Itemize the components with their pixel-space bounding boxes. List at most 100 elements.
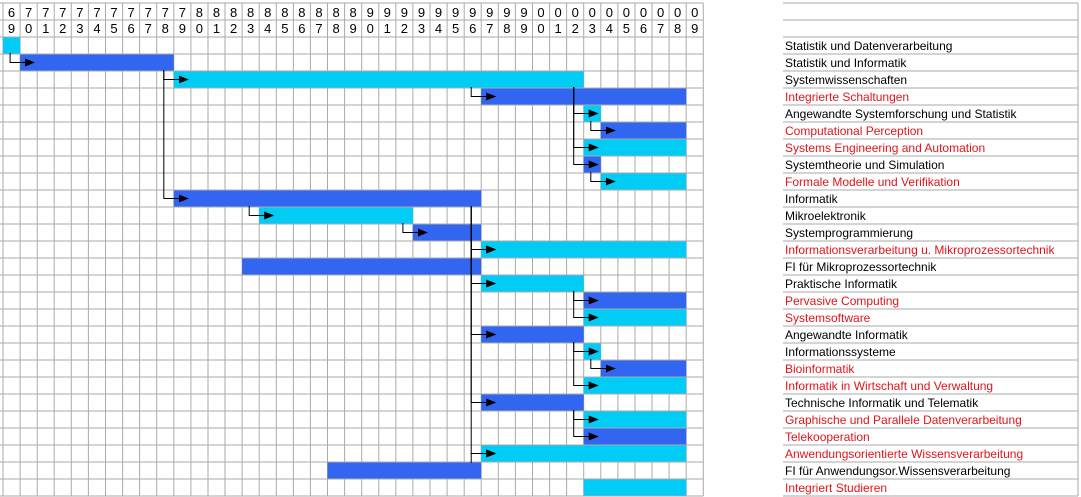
connector-arrow <box>9 53 36 67</box>
connector-arrow <box>573 87 599 169</box>
year-tens-digit: 0 <box>623 5 630 20</box>
timeline-bar <box>481 326 584 343</box>
year-tens-digit: 8 <box>281 5 288 20</box>
year-ones-digit: 1 <box>213 21 220 36</box>
year-ones-digit: 2 <box>59 21 66 36</box>
timeline-bar <box>481 241 687 258</box>
row-label: FI für Mikroprozessortechnik <box>785 260 937 274</box>
year-ones-digit: 8 <box>162 21 169 36</box>
timeline-bar <box>481 445 687 462</box>
row-label: Systemwissenschaften <box>785 73 907 87</box>
year-tens-digit: 9 <box>486 5 493 20</box>
year-tens-digit: 0 <box>537 5 544 20</box>
year-ones-digit: 0 <box>367 21 374 36</box>
year-ones-digit: 8 <box>503 21 510 36</box>
timeline-bar <box>173 190 482 207</box>
row-label: FI für Anwendungsor.Wissensverarbeitung <box>785 464 1010 478</box>
year-ones-digit: 0 <box>537 21 544 36</box>
row-label: Statistik und Datenverarbeitung <box>785 39 952 53</box>
timeline-bar <box>583 479 687 496</box>
row-label: Statistik und Informatik <box>785 56 907 70</box>
timeline-bar <box>600 173 687 190</box>
connector-layer <box>9 53 616 463</box>
timeline-bar <box>583 292 687 309</box>
year-tens-digit: 6 <box>8 5 15 20</box>
timeline-bar <box>481 275 584 292</box>
row-label: Technische Informatik und Telematik <box>785 396 979 410</box>
row-label: Informatik <box>785 192 839 206</box>
year-tens-digit: 7 <box>179 5 186 20</box>
row-label: Informationssysteme <box>785 345 896 359</box>
year-ones-digit: 6 <box>469 21 476 36</box>
year-ones-digit: 9 <box>179 21 186 36</box>
timeline-bar <box>583 139 687 156</box>
row-label: Integriert Studieren <box>785 481 887 495</box>
year-header: 6970717273747576777879808182838485868788… <box>8 5 698 36</box>
year-tens-digit: 7 <box>76 5 83 20</box>
year-tens-digit: 9 <box>503 5 510 20</box>
row-label: Graphische und Parallele Datenverarbeitu… <box>785 413 1022 427</box>
timeline-bar <box>583 428 687 445</box>
year-ones-digit: 4 <box>606 21 613 36</box>
year-tens-digit: 7 <box>127 5 134 20</box>
year-ones-digit: 5 <box>110 21 117 36</box>
year-ones-digit: 9 <box>350 21 357 36</box>
connector-arrow <box>470 87 497 101</box>
timeline-bar <box>327 462 482 479</box>
year-ones-digit: 1 <box>384 21 391 36</box>
year-ones-digit: 7 <box>315 21 322 36</box>
row-label: Angewandte Informatik <box>785 328 909 342</box>
row-label: Angewandte Systemforschung und Statistik <box>785 107 1017 121</box>
timeline-bar <box>412 224 482 241</box>
year-tens-digit: 0 <box>554 5 561 20</box>
year-tens-digit: 0 <box>589 5 596 20</box>
year-ones-digit: 0 <box>196 21 203 36</box>
year-ones-digit: 3 <box>589 21 596 36</box>
year-ones-digit: 5 <box>452 21 459 36</box>
year-tens-digit: 9 <box>367 5 374 20</box>
timeline-bar <box>481 88 687 105</box>
year-tens-digit: 9 <box>452 5 459 20</box>
year-tens-digit: 0 <box>674 5 681 20</box>
connector-arrow <box>573 410 599 441</box>
row-label: Informatik in Wirtschaft und Verwaltung <box>785 379 993 393</box>
year-tens-digit: 9 <box>435 5 442 20</box>
row-label: Systemsoftware <box>785 311 871 325</box>
year-tens-digit: 7 <box>25 5 32 20</box>
year-tens-digit: 8 <box>315 5 322 20</box>
connector-arrow <box>163 70 189 203</box>
year-ones-digit: 5 <box>281 21 288 36</box>
connector-arrow <box>248 206 275 220</box>
year-ones-digit: 6 <box>298 21 305 36</box>
year-tens-digit: 0 <box>691 5 698 20</box>
year-ones-digit: 4 <box>264 21 271 36</box>
connector-arrow <box>402 223 428 237</box>
year-tens-digit: 0 <box>640 5 647 20</box>
year-tens-digit: 8 <box>298 5 305 20</box>
year-tens-digit: 7 <box>93 5 100 20</box>
row-label: Systems Engineering and Automation <box>785 141 985 155</box>
year-ones-digit: 0 <box>25 21 32 36</box>
connector-arrow <box>573 291 599 322</box>
row-label: Anwendungsorientierte Wissensverarbeitun… <box>785 447 1023 461</box>
year-tens-digit: 9 <box>469 5 476 20</box>
timeline-bar <box>583 411 687 428</box>
year-ones-digit: 3 <box>76 21 83 36</box>
year-ones-digit: 7 <box>657 21 664 36</box>
timeline-bar <box>20 54 174 71</box>
row-label: Pervasive Computing <box>785 294 899 308</box>
year-tens-digit: 8 <box>350 5 357 20</box>
row-label: Bioinformatik <box>785 362 855 376</box>
year-tens-digit: 8 <box>247 5 254 20</box>
row-label: Computational Perception <box>785 124 923 138</box>
row-label: Systemtheorie und Simulation <box>785 158 944 172</box>
year-ones-digit: 9 <box>520 21 527 36</box>
row-label: Systemprogrammierung <box>785 226 913 240</box>
year-tens-digit: 7 <box>42 5 49 20</box>
year-ones-digit: 7 <box>145 21 152 36</box>
row-label: Integrierte Schaltungen <box>785 90 909 104</box>
year-ones-digit: 7 <box>486 21 493 36</box>
connector-arrow <box>590 172 616 186</box>
year-tens-digit: 8 <box>230 5 237 20</box>
